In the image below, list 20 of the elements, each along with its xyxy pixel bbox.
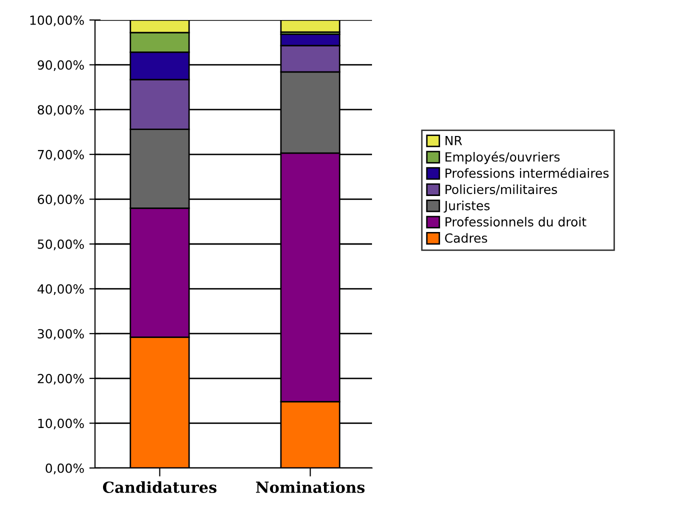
y-tick-label: 70,00% [38, 150, 84, 161]
y-tick-label: 10,00% [38, 418, 84, 430]
y-tick-label: 0,00% [46, 463, 84, 474]
y-tick-label: 80,00% [38, 105, 84, 116]
y-tick-label: 100,00% [30, 15, 84, 26]
y-tick-label: 30,00% [38, 329, 84, 340]
y-tick-label: 90,00% [38, 60, 84, 71]
legend-label: Juristes [444, 200, 490, 213]
y-tick-label: 40,00% [38, 284, 84, 295]
legend-label: Policiers/militaires [446, 184, 558, 196]
legend-label: Professions intermédiaires [446, 168, 609, 178]
y-tick-label: 20,00% [38, 374, 84, 385]
x-tick-label: Nominations [256, 481, 365, 494]
y-tick-label: 50,00% [38, 239, 84, 250]
y-tick-label: 60,00% [38, 194, 84, 206]
legend-label: Employés/ouvriers [446, 151, 560, 164]
legend-label: Professionnels du droit [446, 216, 586, 227]
legend-label: Cadres [445, 233, 488, 243]
legend-label: NR [446, 136, 462, 146]
x-tick-label: Candidatures [102, 481, 216, 494]
